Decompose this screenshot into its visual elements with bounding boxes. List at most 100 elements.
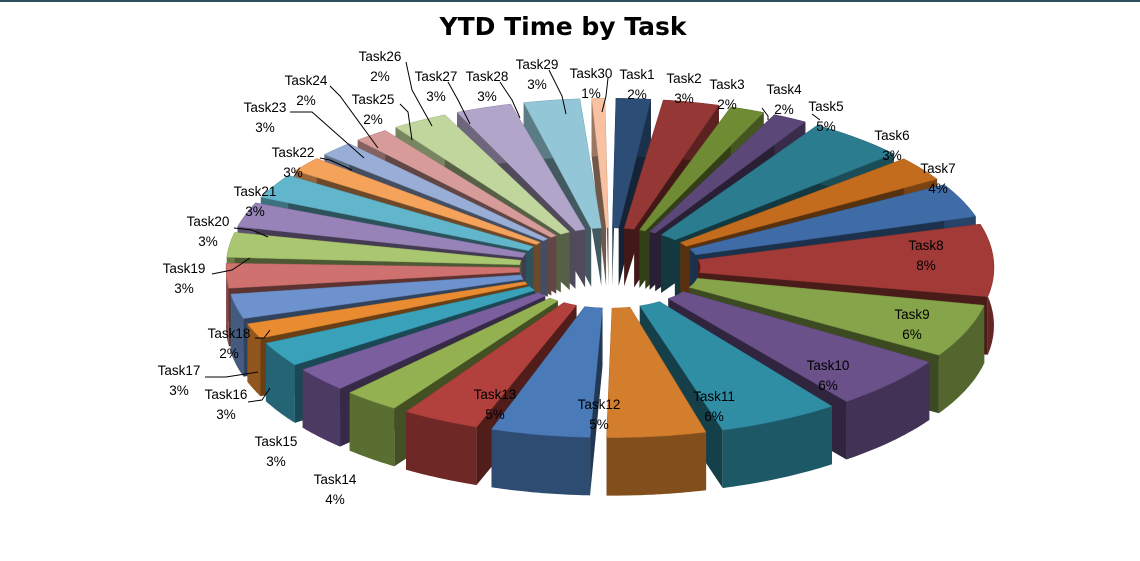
slice-value-label: 4% (928, 181, 948, 196)
pie-slice-task10 (667, 291, 930, 402)
pie-slice-task12 (606, 306, 707, 438)
pie-slice-side (491, 429, 591, 496)
slice-label-task13: Task13 5% (474, 387, 517, 422)
slice-value-label: 3% (527, 77, 547, 92)
leader-line (205, 371, 259, 378)
slice-value-label: 4% (325, 492, 345, 507)
slice-category-label: Task4 (766, 82, 802, 97)
pie-slice-task3 (638, 106, 765, 232)
leader-line (329, 85, 379, 149)
slice-category-label: Task27 (415, 69, 458, 84)
slice-category-label: Task15 (255, 434, 298, 449)
slice-category-label: Task11 (693, 389, 735, 404)
pie-slice-edge (590, 307, 603, 496)
pie-slice-task18 (246, 281, 528, 339)
pie-slice-task5 (660, 125, 895, 241)
slice-value-label: 3% (426, 89, 446, 104)
leader-line (399, 103, 413, 141)
pie-slice-side (606, 432, 707, 496)
slice-category-label: Task25 (352, 92, 395, 107)
slice-label-task24: Task24 2% (285, 73, 328, 108)
leader-line (255, 329, 271, 339)
slice-value-label: 3% (255, 120, 275, 135)
slice-label-task12: Task12 5% (578, 397, 621, 432)
slice-label-task8: Task8 8% (908, 238, 943, 273)
slice-value-label: 3% (169, 383, 189, 398)
pie-slice-task1 (612, 98, 652, 229)
leader-line (499, 81, 521, 119)
leader-line (761, 107, 769, 120)
slice-category-label: Task24 (285, 73, 328, 88)
slice-label-task22: Task22 3% (272, 145, 315, 180)
leader-line (233, 227, 269, 238)
slice-category-label: Task18 (208, 326, 251, 341)
slice-label-task17: Task17 3% (158, 363, 201, 398)
slice-label-task10: Task10 6% (807, 358, 850, 393)
slice-value-label: 6% (704, 409, 724, 424)
slice-value-label: 2% (370, 69, 390, 84)
slice-label-task3: Task3 2% (709, 77, 744, 112)
slice-label-task11: Task11 6% (693, 389, 735, 424)
slice-label-task4: Task4 2% (766, 82, 802, 117)
slice-value-label: 3% (245, 204, 265, 219)
pie-slice-side (349, 392, 395, 467)
pie-slice-task8 (697, 223, 995, 297)
slice-value-label: 3% (283, 165, 303, 180)
pie-slice-task26 (357, 130, 557, 238)
slice-category-label: Task14 (314, 472, 357, 487)
pie-slice-side (247, 323, 261, 397)
slice-category-label: Task22 (272, 145, 315, 160)
slice-value-label: 8% (916, 258, 936, 273)
pie-slice-task24 (294, 158, 541, 245)
slice-label-task25: Task25 2% (352, 92, 395, 127)
slice-category-label: Task6 (874, 128, 909, 143)
leader-line (601, 77, 609, 113)
slice-label-task23: Task23 3% (244, 100, 287, 135)
slice-label-task16: Task16 3% (205, 387, 248, 422)
pie-slice-task7 (689, 184, 977, 256)
slice-category-label: Task8 (908, 238, 943, 253)
leader-line (290, 111, 365, 159)
pie-slice-side (230, 294, 244, 377)
slice-category-label: Task21 (234, 184, 277, 199)
slice-value-label: 3% (174, 281, 194, 296)
leader-line (211, 257, 251, 275)
slice-value-label: 3% (198, 234, 218, 249)
slice-value-label: 1% (581, 86, 601, 101)
slice-label-task1: Task1 2% (619, 67, 654, 102)
slice-category-label: Task29 (516, 57, 559, 72)
slice-label-task18: Task18 2% (208, 326, 251, 361)
slice-value-label: 2% (219, 346, 239, 361)
slice-value-label: 6% (818, 378, 838, 393)
pie-slice-task14 (405, 302, 578, 428)
pie-slice-task2 (623, 99, 720, 230)
pie-slice-task4 (649, 114, 806, 234)
pie-slice-task21 (226, 232, 522, 266)
pie-slice-task25 (323, 143, 548, 242)
slice-category-label: Task20 (187, 214, 230, 229)
slice-category-label: Task19 (163, 261, 206, 276)
slice-category-label: Task9 (894, 307, 929, 322)
slice-value-label: 5% (816, 119, 836, 134)
slice-value-label: 2% (363, 112, 383, 127)
slice-category-label: Task10 (807, 358, 850, 373)
top-border (0, 0, 1140, 2)
leader-line (447, 81, 471, 125)
slice-label-task14: Task14 4% (314, 472, 357, 507)
pie-slice-side (406, 411, 477, 486)
chart-title: YTD Time by Task (439, 12, 687, 41)
leader-line (548, 69, 567, 115)
pie-slice-task20 (225, 262, 521, 289)
slice-label-task6: Task6 3% (874, 128, 909, 163)
leader-line (319, 157, 353, 171)
slice-label-task5: Task5 5% (808, 99, 843, 134)
pie-slice-task16 (302, 292, 546, 389)
slice-value-label: 2% (717, 97, 737, 112)
slice-category-label: Task28 (466, 69, 509, 84)
pie-slice-side (722, 406, 832, 489)
pie-slice-side (226, 263, 229, 347)
slice-value-label: 6% (902, 327, 922, 342)
slice-label-task9: Task9 6% (894, 307, 929, 342)
pie-slice-side (302, 369, 340, 447)
